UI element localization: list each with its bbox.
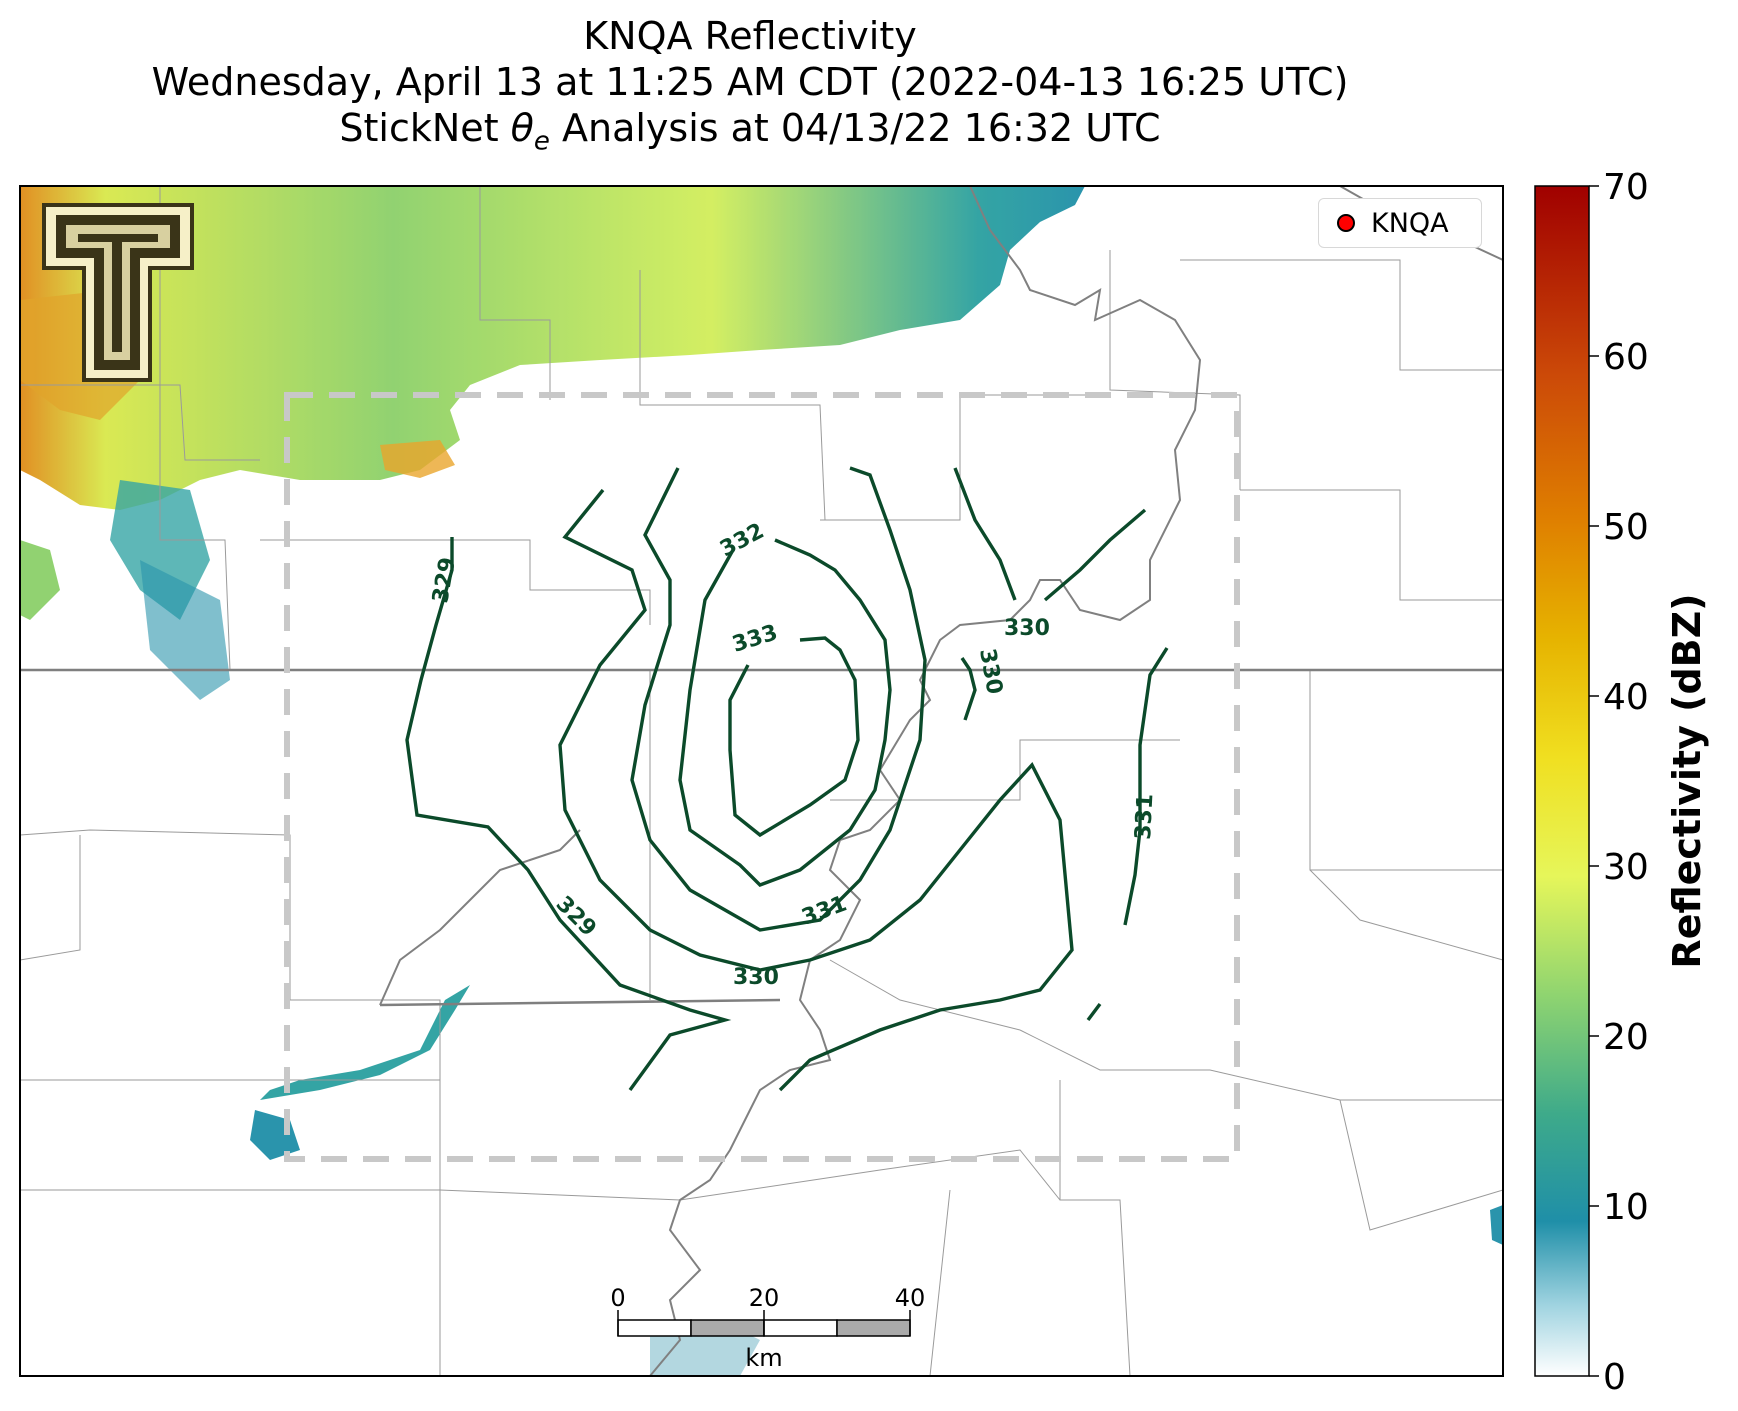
colorbar-label: Reflectivity (dBZ) <box>1665 593 1709 968</box>
contour-333-line <box>728 636 860 838</box>
colorbar-tick-label-50: 50 <box>1603 507 1649 548</box>
legend-marker <box>1337 214 1355 232</box>
scale-tick-0: 0 <box>610 1284 625 1312</box>
theta-e-contours <box>405 466 1169 1092</box>
scale-tick-20: 20 <box>749 1284 780 1312</box>
legend-label: KNQA <box>1371 207 1449 239</box>
colorbar-tick-label-30: 30 <box>1603 847 1649 888</box>
contour-330-small-line <box>960 657 977 721</box>
colorbar-tick-label-10: 10 <box>1603 1187 1649 1228</box>
colorbar: 0 10 20 30 40 50 60 70 Reflectivity (dBZ) <box>1534 167 1709 1398</box>
contour-331-right-line <box>1123 647 1169 926</box>
texas-tech-double-t-logo <box>42 203 194 382</box>
map-area: 329 329 330 330 330 331 331 332 333 0 20… <box>20 186 1503 1376</box>
contour-label-330-bottom: 330 <box>733 965 779 990</box>
colorbar-tick-label-0: 0 <box>1603 1357 1626 1398</box>
colorbar-ticks: 0 10 20 30 40 50 60 70 <box>1589 167 1649 1398</box>
contour-331-line <box>630 466 927 932</box>
contour-329-line <box>405 537 732 1091</box>
scale-bar: 0 20 40 km <box>610 1284 925 1372</box>
contour-330-line <box>558 488 1074 1092</box>
title-line-1: KNQA Reflectivity <box>583 14 917 58</box>
contour-331-small-line <box>1086 1002 1102 1022</box>
title-line-2: Wednesday, April 13 at 11:25 AM CDT (202… <box>151 60 1349 104</box>
title-line-3-prefix: StickNet <box>339 106 511 150</box>
colorbar-tick-label-60: 60 <box>1603 337 1649 378</box>
scale-tick-40: 40 <box>895 1284 926 1312</box>
contour-330-right-line <box>953 467 1017 601</box>
scale-unit: km <box>745 1344 782 1372</box>
contour-label-330-right: 330 <box>1004 616 1050 641</box>
legend: KNQA <box>1318 198 1482 248</box>
contour-332-line <box>678 538 892 887</box>
theta-symbol: θ <box>510 106 534 150</box>
colorbar-tick-label-70: 70 <box>1603 167 1649 208</box>
analysis-domain-box <box>284 392 1240 1162</box>
colorbar-tick-label-40: 40 <box>1603 677 1649 718</box>
colorbar-gradient <box>1534 185 1590 1377</box>
map-frame <box>19 185 1504 1377</box>
contour-label-331-right: 331 <box>1131 793 1158 840</box>
colorbar-tick-label-20: 20 <box>1603 1017 1649 1058</box>
title-line-3: StickNet θe Analysis at 04/13/22 16:32 U… <box>0 106 1500 157</box>
title-line-3-suffix: Analysis at 04/13/22 16:32 UTC <box>549 106 1161 150</box>
contour-330-upper-right-line <box>1043 508 1147 602</box>
theta-subscript: e <box>533 126 550 157</box>
